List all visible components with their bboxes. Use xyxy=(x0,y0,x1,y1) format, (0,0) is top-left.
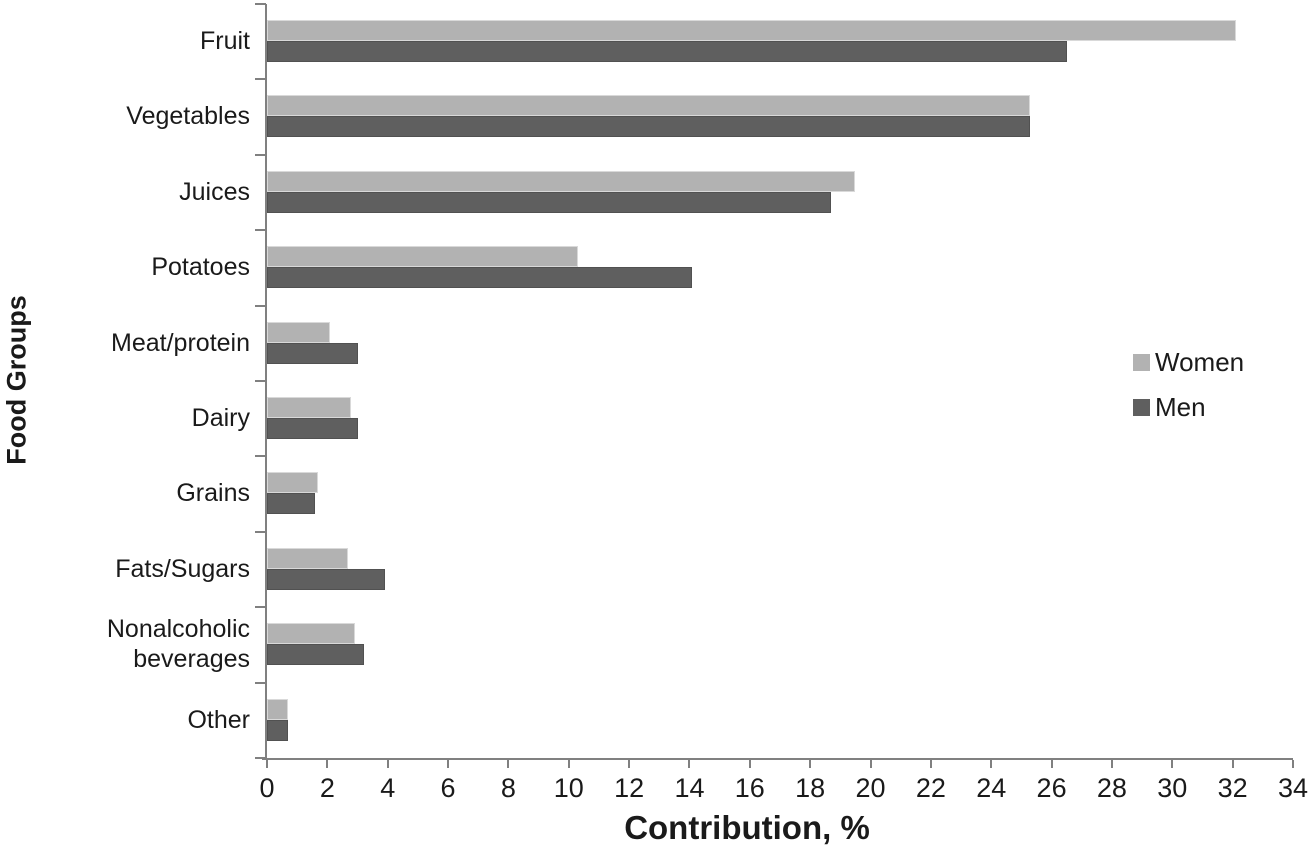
x-tick-mark-0 xyxy=(266,760,268,768)
x-tick-label-8: 8 xyxy=(500,773,516,803)
x-tick-label-4: 4 xyxy=(380,773,396,803)
bar-men-grains xyxy=(267,493,316,515)
bar-men-dairy xyxy=(267,418,358,439)
y-tick-mark xyxy=(255,606,266,609)
bar-group-meat-protein xyxy=(267,306,1293,381)
y-tick-mark xyxy=(255,530,266,533)
bar-women-potatoes xyxy=(267,246,578,268)
x-tick-label-32: 32 xyxy=(1217,773,1248,803)
bar-men-vegetables xyxy=(267,116,1031,138)
x-tick-label-20: 20 xyxy=(855,773,886,803)
category-label-fats-sugars: Fats/Sugars xyxy=(115,554,250,583)
x-tick-label-16: 16 xyxy=(734,773,765,803)
bar-women-dairy xyxy=(267,397,352,418)
bar-group-juices xyxy=(267,155,1293,230)
bar-women-nonalcoholic-beverages xyxy=(267,623,355,645)
y-tick-mark xyxy=(255,153,266,156)
x-tick-mark-28 xyxy=(1110,760,1113,768)
x-tick-label-26: 26 xyxy=(1036,773,1067,803)
y-tick-mark xyxy=(255,380,266,382)
x-tick-mark-2 xyxy=(326,760,329,768)
legend: Women Men xyxy=(1133,347,1244,423)
x-tick-label-2: 2 xyxy=(319,773,335,803)
category-label-meat-protein: Meat/protein xyxy=(111,328,250,357)
bar-group-other xyxy=(267,683,1293,758)
y-tick-mark xyxy=(255,229,266,232)
x-tick-label-6: 6 xyxy=(440,773,456,803)
x-tick-label-12: 12 xyxy=(614,773,645,803)
bar-women-grains xyxy=(267,472,319,494)
x-axis-title: Contribution, % xyxy=(624,809,870,846)
bar-group-vegetables xyxy=(267,79,1293,154)
x-axis-line xyxy=(262,758,1293,760)
x-tick-mark-6 xyxy=(447,760,450,768)
legend-label-men: Men xyxy=(1155,392,1206,422)
bar-group-nonalcoholic-beverages xyxy=(267,607,1293,682)
bar-group-grains xyxy=(267,456,1293,531)
x-tick-label-0: 0 xyxy=(259,773,275,803)
bar-women-fats-sugars xyxy=(267,547,349,569)
x-tick-mark-10 xyxy=(567,760,570,768)
x-tick-mark-30 xyxy=(1171,760,1174,768)
y-tick-mark xyxy=(255,3,266,5)
y-tick-mark xyxy=(255,78,266,81)
bar-men-juices xyxy=(267,191,832,213)
bar-men-nonalcoholic-beverages xyxy=(267,644,364,666)
x-tick-label-22: 22 xyxy=(915,773,946,803)
x-tick-label-18: 18 xyxy=(795,773,826,803)
category-label-juices: Juices xyxy=(179,177,250,206)
x-tick-mark-26 xyxy=(1050,760,1053,768)
x-tick-mark-22 xyxy=(929,760,932,768)
x-tick-label-34: 34 xyxy=(1277,773,1309,803)
legend-item-men: Men xyxy=(1133,392,1244,423)
bar-men-fruit xyxy=(267,41,1067,62)
x-tick-mark-4 xyxy=(386,760,389,768)
bar-women-fruit xyxy=(267,20,1236,41)
x-tick-label-14: 14 xyxy=(674,773,705,803)
x-tick-mark-12 xyxy=(628,760,631,768)
x-tick-label-28: 28 xyxy=(1096,773,1127,803)
x-tick-mark-34 xyxy=(1292,760,1294,768)
x-tick-label-30: 30 xyxy=(1157,773,1188,803)
category-label-potatoes: Potatoes xyxy=(151,253,250,282)
x-tick-mark-8 xyxy=(507,760,510,768)
category-label-dairy: Dairy xyxy=(191,403,250,432)
x-tick-label-10: 10 xyxy=(553,773,584,803)
x-tick-label-24: 24 xyxy=(976,773,1007,803)
category-label-nonalcoholic-beverages: Nonalcoholic beverages xyxy=(106,615,250,673)
bar-men-meat-protein xyxy=(267,342,358,364)
x-tick-mark-32 xyxy=(1231,760,1234,768)
category-label-vegetables: Vegetables xyxy=(126,102,250,131)
legend-item-women: Women xyxy=(1133,347,1244,378)
women-series-swatch-icon xyxy=(1133,354,1150,371)
bar-men-other xyxy=(267,719,289,741)
bar-women-other xyxy=(267,698,289,720)
x-tick-mark-18 xyxy=(809,760,812,768)
plot-area xyxy=(267,4,1293,758)
y-tick-mark xyxy=(255,681,266,684)
x-tick-mark-14 xyxy=(688,760,691,768)
bar-women-meat-protein xyxy=(267,321,331,343)
bar-group-fruit xyxy=(267,4,1293,79)
bar-group-dairy xyxy=(267,381,1293,456)
men-series-swatch-icon xyxy=(1133,399,1150,416)
y-tick-mark xyxy=(255,304,266,307)
bar-women-vegetables xyxy=(267,95,1031,117)
category-label-fruit: Fruit xyxy=(200,26,250,55)
legend-label-women: Women xyxy=(1155,347,1245,377)
y-axis-line xyxy=(265,4,267,760)
bar-group-fats-sugars xyxy=(267,532,1293,607)
category-label-grains: Grains xyxy=(176,479,250,508)
x-tick-mark-24 xyxy=(990,760,993,768)
x-tick-mark-16 xyxy=(748,760,751,768)
bar-women-juices xyxy=(267,170,856,192)
y-tick-mark xyxy=(255,455,266,458)
x-tick-mark-20 xyxy=(869,760,872,768)
category-label-other: Other xyxy=(187,705,250,734)
bar-men-fats-sugars xyxy=(267,568,385,590)
bar-men-potatoes xyxy=(267,267,693,289)
bar-group-potatoes xyxy=(267,230,1293,305)
y-tick-mark xyxy=(255,757,266,759)
